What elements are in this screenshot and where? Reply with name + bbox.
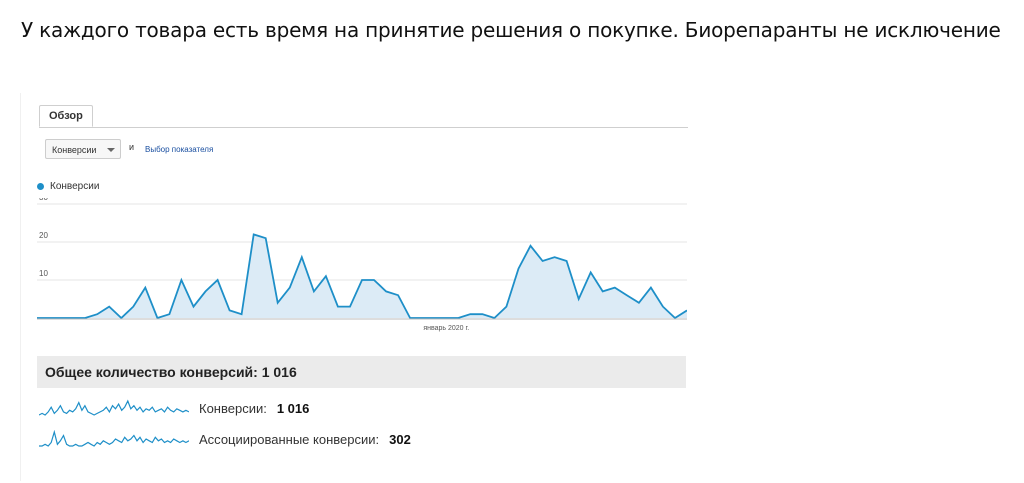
chart-legend: Конверсии (37, 181, 99, 192)
metric-select[interactable]: Конверсии (45, 139, 121, 159)
totals-label: Конверсии: (199, 400, 267, 416)
and-label: и (129, 142, 135, 152)
summary-value: 1 016 (261, 364, 297, 380)
y-tick-label: 20 (39, 231, 48, 240)
y-tick-label: 10 (39, 269, 48, 278)
legend-dot-icon (37, 183, 44, 190)
totals-row: Конверсии: 1 016 (39, 399, 309, 417)
legend-label: Конверсии (50, 181, 100, 192)
conversions-chart: 10 20 30 январь 2020 г. (37, 198, 687, 332)
sparkline-conversions (39, 399, 189, 416)
summary-label: Общее количество конверсий: (45, 364, 258, 380)
analytics-panel: Обзор Конверсии и Выбор показателя Конве… (20, 93, 688, 481)
tab-divider (39, 127, 688, 128)
totals-value: 1 016 (276, 400, 310, 416)
sparkline-line (39, 399, 189, 416)
metric-picker-link[interactable]: Выбор показателя (145, 145, 214, 154)
sparkline-assisted (39, 430, 189, 447)
totals-label: Ассоциированные конверсии: (199, 431, 380, 447)
sparkline-line (39, 430, 189, 447)
totals-row: Ассоциированные конверсии: 302 (39, 430, 411, 448)
totals-value: 302 (389, 431, 411, 447)
headline: У каждого товара есть время на принятие … (21, 18, 1001, 42)
y-tick-label: 30 (39, 198, 48, 202)
series-line (37, 233, 687, 320)
area-fill (37, 234, 687, 318)
chevron-down-icon (107, 148, 115, 152)
tab-overview[interactable]: Обзор (39, 105, 93, 127)
x-tick-label: январь 2020 г. (423, 325, 469, 332)
metric-select-value: Конверсии (52, 145, 97, 155)
summary-bar: Общее количество конверсий: 1 016 (37, 356, 686, 388)
